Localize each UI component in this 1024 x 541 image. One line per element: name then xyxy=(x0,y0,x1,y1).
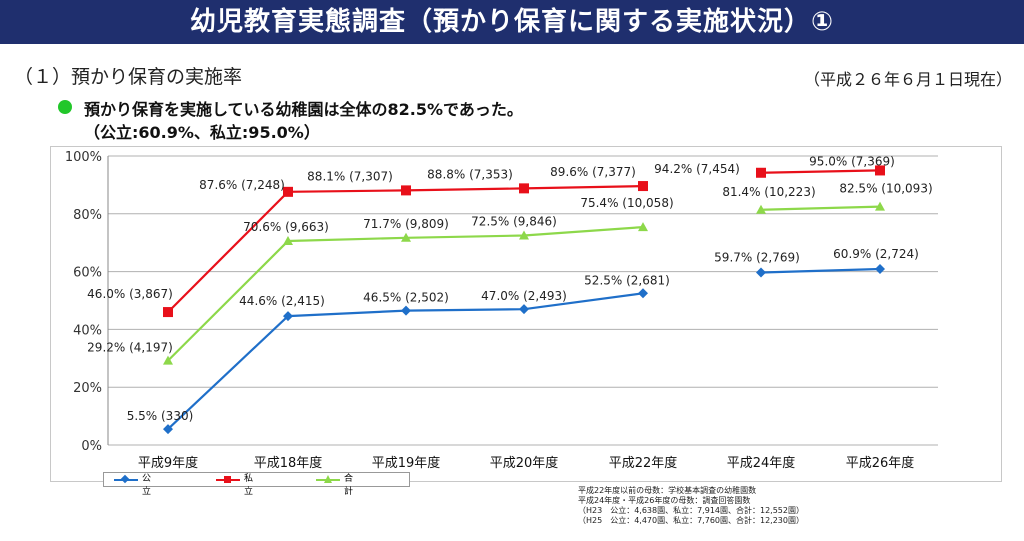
y-tick-label: 60% xyxy=(73,266,102,281)
data-point-private xyxy=(283,186,293,197)
data-point-total xyxy=(519,230,529,240)
triangle-marker-icon xyxy=(324,475,332,483)
summary-text: 預かり保育を実施している幼稚園は全体の82.5%であった。 xyxy=(84,100,523,119)
data-label-private: 88.8% (7,353) xyxy=(427,167,513,181)
data-label-public: 47.0% (2,493) xyxy=(481,289,567,303)
data-point-total xyxy=(283,235,293,245)
data-label-private: 87.6% (7,248) xyxy=(199,178,285,192)
data-point-public xyxy=(519,304,529,315)
footnote-line: 平成22年度以前の母数：学校基本調査の幼稚園数 xyxy=(578,486,757,495)
x-tick-label: 平成20年度 xyxy=(490,455,559,471)
summary-subtext: （公立:60.9%、私立:95.0%） xyxy=(84,123,320,142)
data-point-private xyxy=(401,185,411,196)
data-label-total: 82.5% (10,093) xyxy=(839,182,932,196)
as-of-date: （平成２６年６月１日現在） xyxy=(803,70,1012,89)
y-tick-label: 0% xyxy=(81,439,102,454)
legend-label-total: 合計 xyxy=(344,474,354,497)
data-point-public xyxy=(875,263,885,274)
chart-legend: 公立 私立 合計 xyxy=(103,472,410,497)
x-tick-label: 平成9年度 xyxy=(138,455,198,471)
section-heading: （１）預かり保育の実施率 xyxy=(14,66,243,88)
footnote-line: （H23 公立：4,638園、私立：7,914園、合計：12,552園） xyxy=(578,506,804,515)
data-point-total xyxy=(401,232,411,242)
x-tick-label: 平成19年度 xyxy=(372,455,441,471)
x-tick-label: 平成22年度 xyxy=(609,455,678,471)
data-label-public: 44.6% (2,415) xyxy=(239,294,325,308)
page-title: 幼児教育実態調査（預かり保育に関する実施状況）① xyxy=(189,7,834,37)
data-label-total: 71.7% (9,809) xyxy=(363,217,449,231)
data-label-total: 75.4% (10,058) xyxy=(580,196,673,210)
x-tick-label: 平成26年度 xyxy=(846,455,915,471)
page-title-bar: 幼児教育実態調査（預かり保育に関する実施状況）① xyxy=(0,0,1024,44)
series-line-public xyxy=(760,267,881,274)
data-label-total: 72.5% (9,846) xyxy=(471,214,557,228)
chart-frame xyxy=(50,146,1002,482)
diamond-marker-icon xyxy=(120,474,130,484)
data-label-public: 59.7% (2,769) xyxy=(714,250,800,264)
data-label-total: 70.6% (9,663) xyxy=(243,220,329,234)
data-point-public xyxy=(401,305,411,316)
legend-label-public: 公立 xyxy=(142,474,152,497)
data-point-total xyxy=(638,222,648,232)
data-label-public: 52.5% (2,681) xyxy=(584,273,670,287)
y-tick-label: 80% xyxy=(73,208,102,223)
footnote-line: （H25 公立：4,470園、私立：7,760園、合計：12,230園） xyxy=(578,516,804,525)
data-point-private xyxy=(875,165,885,176)
data-point-public xyxy=(283,311,293,322)
bullet-dot-icon xyxy=(58,100,72,114)
y-tick-label: 100% xyxy=(65,150,102,165)
data-point-public xyxy=(756,267,766,278)
data-label-public: 60.9% (2,724) xyxy=(833,247,919,261)
data-label-total: 81.4% (10,223) xyxy=(722,185,815,199)
data-point-total xyxy=(163,355,173,365)
legend-label-private: 私立 xyxy=(244,474,254,497)
y-tick-label: 40% xyxy=(73,323,102,338)
square-marker-icon xyxy=(224,476,231,483)
series-line-total xyxy=(760,205,881,211)
footnotes: 平成22年度以前の母数：学校基本調査の幼稚園数 平成24年度・平成26年度の母数… xyxy=(578,486,804,526)
data-label-private: 46.0% (3,867) xyxy=(87,287,173,301)
data-point-private xyxy=(638,181,648,192)
data-point-public xyxy=(163,424,173,435)
data-label-public: 5.5% (330) xyxy=(127,409,194,423)
data-label-private: 89.6% (7,377) xyxy=(550,165,636,179)
y-tick-label: 20% xyxy=(73,381,102,396)
footnote-line: 平成24年度・平成26年度の母数：調査回答園数 xyxy=(578,496,751,505)
data-label-private: 88.1% (7,307) xyxy=(307,169,393,183)
x-tick-label: 平成18年度 xyxy=(254,455,323,471)
data-label-private: 94.2% (7,454) xyxy=(654,162,740,176)
data-point-public xyxy=(638,288,648,299)
data-point-private xyxy=(519,183,529,194)
data-point-private xyxy=(163,307,173,318)
data-point-private xyxy=(756,167,766,178)
data-label-public: 46.5% (2,502) xyxy=(363,291,449,305)
data-point-total xyxy=(756,204,766,214)
series-line-private xyxy=(760,169,881,174)
x-tick-label: 平成24年度 xyxy=(727,455,796,471)
data-label-total: 29.2% (4,197) xyxy=(87,341,173,355)
data-label-private: 95.0% (7,369) xyxy=(809,154,895,168)
data-point-total xyxy=(875,201,885,211)
